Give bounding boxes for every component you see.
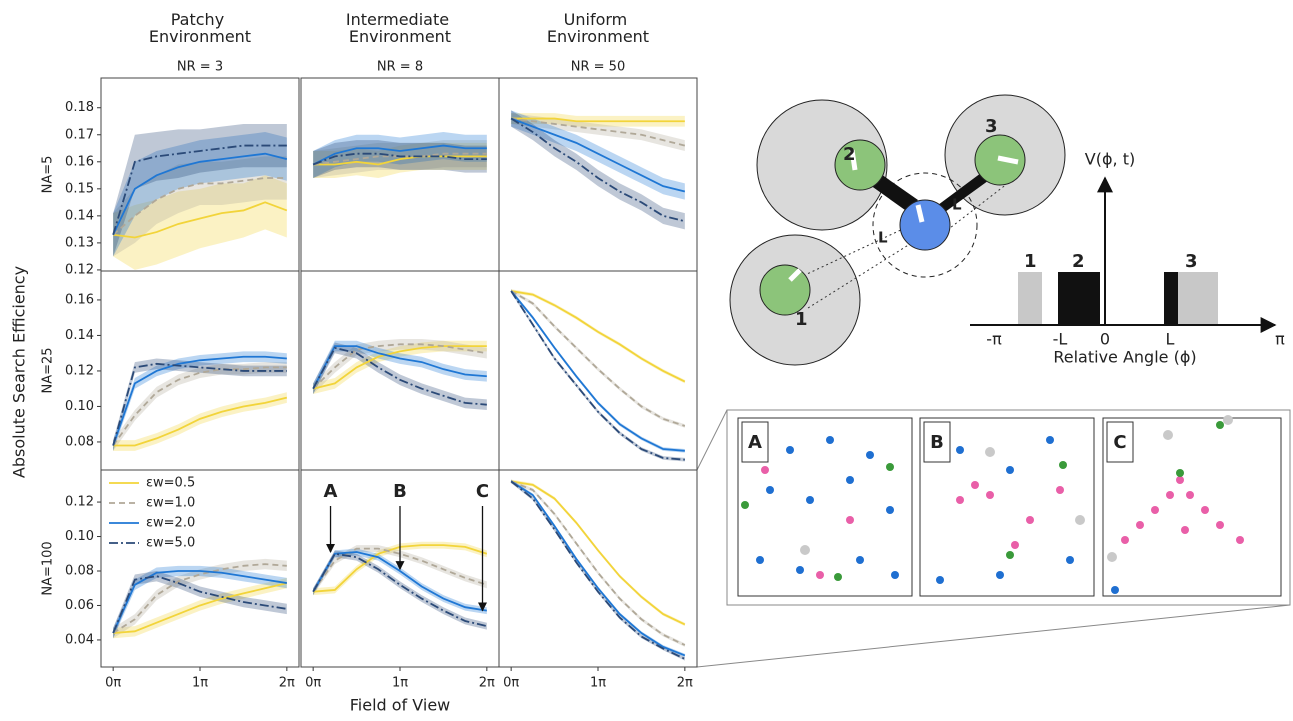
- x-tick-label: 1π: [392, 676, 408, 691]
- x-tick-label: 1π: [590, 676, 606, 691]
- error-band: [113, 392, 287, 451]
- error-band: [511, 289, 685, 427]
- column-subtitle: NR = 3: [177, 60, 223, 75]
- legend-label: εw=1.0: [146, 496, 195, 511]
- snapshot-label: C: [1113, 432, 1126, 453]
- x-tick-label: 0π: [105, 676, 121, 691]
- y-tick-label: 0.15: [65, 181, 94, 196]
- y-tick-label: 0.08: [65, 563, 94, 578]
- y-tick-label: 0.06: [65, 598, 94, 613]
- v-bar: [1178, 272, 1218, 325]
- row-label: NA=5: [41, 156, 56, 194]
- annotation-label: C: [476, 481, 489, 502]
- title-line: Environment: [349, 27, 451, 46]
- v-bar: [1018, 272, 1042, 325]
- error-band: [511, 289, 685, 461]
- range-label: L: [952, 196, 962, 214]
- annotation-label: A: [324, 481, 338, 502]
- x-tick-label: 0π: [305, 676, 321, 691]
- y-axis-title: Absolute Search Efficiency: [10, 266, 29, 478]
- x-tick-label: 1π: [192, 676, 208, 691]
- v-label: V(ϕ, t): [1085, 150, 1135, 169]
- y-tick-label: 0.14: [65, 328, 94, 343]
- error-band: [511, 480, 685, 661]
- y-tick-label: 0.12: [65, 495, 94, 510]
- y-tick-label: 0.10: [65, 399, 94, 414]
- agent-label: 2: [843, 144, 856, 165]
- v-tick-label: π: [1275, 330, 1285, 349]
- x-tick-label: 2π: [279, 676, 295, 691]
- v-bar: [1164, 272, 1178, 325]
- v-tick-label: -L: [1053, 330, 1068, 349]
- v-tick-label: L: [1166, 330, 1175, 349]
- series-line: [511, 291, 685, 426]
- y-tick-label: 0.16: [65, 292, 94, 307]
- y-tick-label: 0.18: [65, 100, 94, 115]
- column-subtitle: NR = 50: [571, 60, 625, 75]
- agent-label: 3: [985, 116, 998, 137]
- y-tick-label: 0.08: [65, 434, 94, 449]
- v-tick-label: -π: [986, 330, 1002, 349]
- y-tick-label: 0.12: [65, 262, 94, 277]
- y-tick-label: 0.17: [65, 127, 94, 142]
- x-axis-title: Field of View: [350, 696, 451, 715]
- figure: Absolute Search Efficiency Field of View…: [0, 0, 1293, 721]
- v-tick-label: 0: [1100, 330, 1110, 349]
- v-bar: [1058, 272, 1100, 325]
- v-x-label: Relative Angle (ϕ): [1053, 348, 1196, 367]
- y-tick-label: 0.04: [65, 632, 94, 647]
- range-label: L: [878, 229, 888, 247]
- x-tick-label: 2π: [479, 676, 495, 691]
- y-tick-label: 0.16: [65, 154, 94, 169]
- schematic: 1 2 3 L L 1 2 3 V(ϕ, t) Relative Angle (…: [730, 95, 1285, 367]
- column-title: Uniform Environment: [547, 10, 649, 46]
- agent: [760, 265, 810, 315]
- legend-label: εw=0.5: [146, 476, 195, 491]
- x-tick-label: 2π: [677, 676, 693, 691]
- focal-agent: [900, 200, 950, 250]
- title-line: Environment: [149, 27, 251, 46]
- row-label: NA=100: [41, 541, 56, 595]
- zoom-line: [697, 410, 727, 470]
- y-tick-label: 0.13: [65, 235, 94, 250]
- bar-label: 2: [1072, 251, 1085, 272]
- column-subtitle: NR = 8: [377, 60, 423, 75]
- series-line: [511, 291, 685, 460]
- snapshot-label: A: [748, 432, 762, 453]
- legend-label: εw=2.0: [146, 516, 195, 531]
- agent-label: 1: [795, 309, 808, 330]
- bar-label: 1: [1024, 251, 1037, 272]
- column-title: Patchy Environment: [149, 10, 251, 46]
- snapshots: A B C: [697, 410, 1290, 667]
- row-label: NA=25: [41, 347, 56, 393]
- bar-label: 3: [1185, 251, 1198, 272]
- zoom-line: [697, 605, 1290, 667]
- column-title: Intermediate Environment: [346, 10, 454, 46]
- legend-label: εw=5.0: [146, 536, 195, 551]
- y-tick-label: 0.14: [65, 208, 94, 223]
- x-tick-label: 0π: [503, 676, 519, 691]
- y-tick-label: 0.12: [65, 363, 94, 378]
- y-tick-label: 0.10: [65, 529, 94, 544]
- snapshot-label: B: [930, 432, 944, 453]
- series-line: [511, 481, 685, 655]
- title-line: Environment: [547, 27, 649, 46]
- annotation-label: B: [393, 481, 407, 502]
